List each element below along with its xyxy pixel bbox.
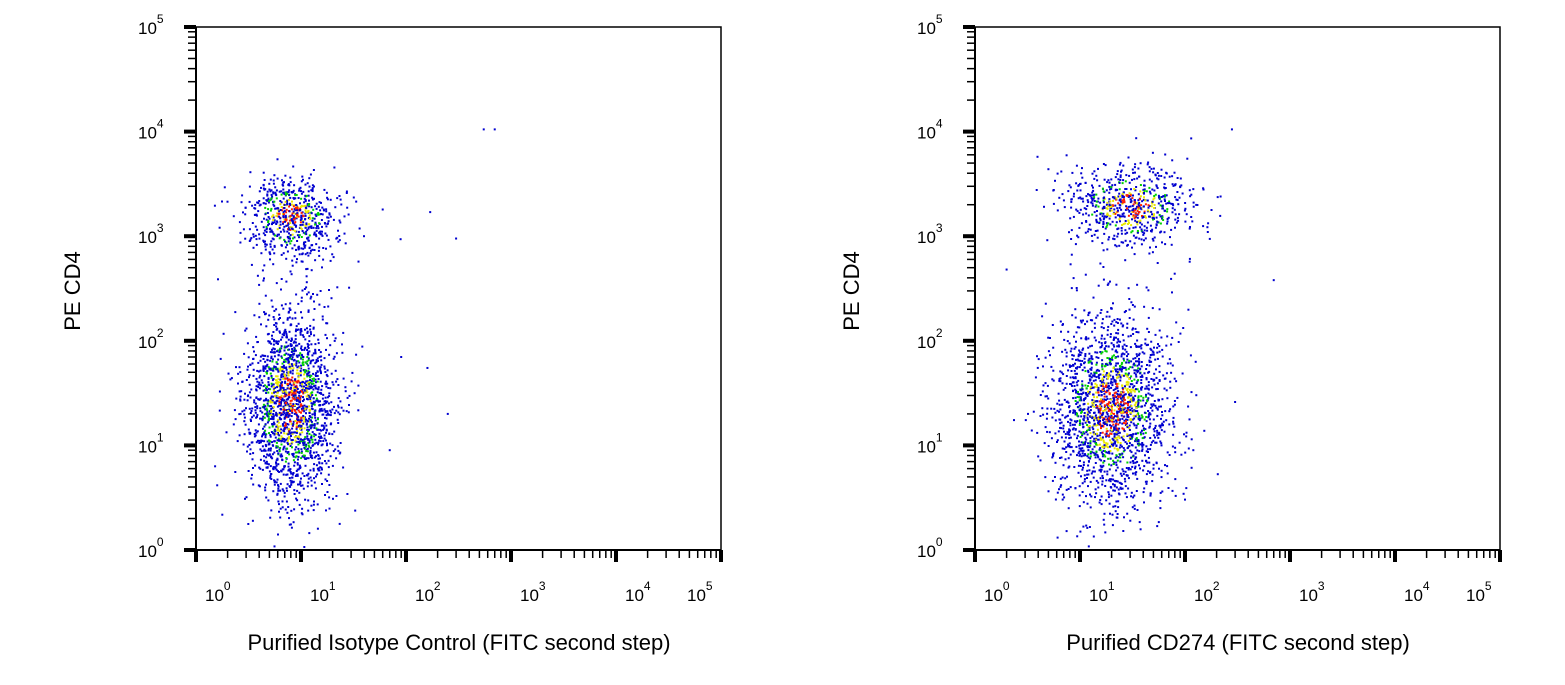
y-tick-label: 103	[138, 221, 164, 247]
y-tick-label: 104	[138, 117, 164, 143]
x-tick-label: 102	[415, 579, 441, 605]
y-axis-label: PE CD4	[60, 251, 85, 331]
scatter-plot-cd274: 100 100 101 101 102 102 103 103 104 104 105 105	[917, 12, 1502, 605]
scatter-plot-isotype: 100 100 101 101 102 102 103 103 104 104 105 105	[138, 12, 723, 605]
y-tick-label: 105	[917, 12, 943, 38]
x-tick-label: 101	[310, 579, 336, 605]
y-tick-label: 101	[138, 430, 164, 456]
plot-panel-isotype-control: 100 100 101 101 102 102 103 103 104 104 105 105 PE …	[0, 0, 782, 685]
y-tick-label: 100	[138, 535, 164, 561]
x-tick-label: 101	[1089, 579, 1115, 605]
y-axis-label: PE CD4	[839, 251, 864, 331]
y-tick-label: 104	[917, 117, 943, 143]
x-tick-label: 102	[1194, 579, 1220, 605]
x-tick-label: 105	[1466, 579, 1492, 605]
x-tick-label: 103	[1299, 579, 1325, 605]
x-tick-label: 103	[520, 579, 546, 605]
x-tick-label: 104	[1404, 579, 1430, 605]
y-tick-label: 103	[917, 221, 943, 247]
plot-panel-cd274: 100 100 101 101 102 102 103 103 104 104 105 105 PE …	[779, 0, 1561, 685]
x-tick-label: 104	[625, 579, 651, 605]
y-tick-label: 101	[917, 430, 943, 456]
plot-frame	[195, 26, 722, 551]
data-points	[1005, 128, 1275, 551]
x-tick-label: 105	[687, 579, 713, 605]
x-tick-label: 100	[205, 579, 231, 605]
y-tick-label: 100	[917, 535, 943, 561]
x-axis-label: Purified Isotype Control (FITC second st…	[247, 630, 671, 655]
x-tick-label: 100	[984, 579, 1010, 605]
y-tick-label: 102	[138, 326, 164, 352]
y-tick-label: 105	[138, 12, 164, 38]
plot-frame	[974, 26, 1501, 551]
x-axis-label: Purified CD274 (FITC second step)	[1066, 630, 1410, 655]
axes: 100 100 101 101 102 102 103 103 104 104 105 105	[917, 12, 1502, 605]
data-points	[213, 128, 496, 551]
y-tick-label: 102	[917, 326, 943, 352]
